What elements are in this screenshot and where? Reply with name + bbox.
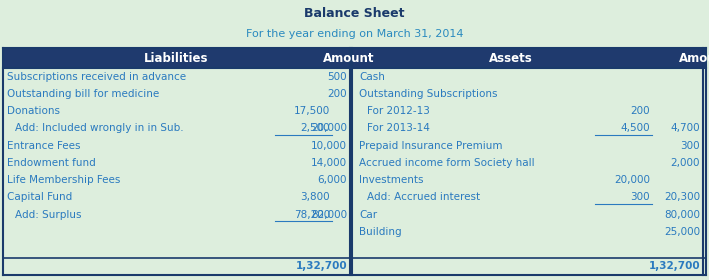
Text: Accrued income form Society hall: Accrued income form Society hall xyxy=(359,158,535,168)
Text: Entrance Fees: Entrance Fees xyxy=(7,141,81,151)
Text: Amount: Amount xyxy=(323,52,375,64)
Text: Cash: Cash xyxy=(359,72,385,82)
Text: 10,000: 10,000 xyxy=(311,141,347,151)
Text: Outstanding Subscriptions: Outstanding Subscriptions xyxy=(359,89,498,99)
Text: For 2013-14: For 2013-14 xyxy=(367,123,430,133)
Text: 20,000: 20,000 xyxy=(614,175,650,185)
Bar xyxy=(3,48,706,68)
Text: 200: 200 xyxy=(328,89,347,99)
Text: Add: Included wrongly in in Sub.: Add: Included wrongly in in Sub. xyxy=(15,123,184,133)
Text: Building: Building xyxy=(359,227,401,237)
Text: 1,32,700: 1,32,700 xyxy=(648,261,700,271)
Text: Capital Fund: Capital Fund xyxy=(7,192,72,202)
Text: 25,000: 25,000 xyxy=(664,227,700,237)
Text: 300: 300 xyxy=(630,192,650,202)
Text: Outstanding bill for medicine: Outstanding bill for medicine xyxy=(7,89,160,99)
Text: Car: Car xyxy=(359,210,377,220)
Text: 20,000: 20,000 xyxy=(311,123,347,133)
Text: 4,700: 4,700 xyxy=(671,123,700,133)
Text: 20,300: 20,300 xyxy=(664,192,700,202)
Text: Investments: Investments xyxy=(359,175,423,185)
Text: 200: 200 xyxy=(630,106,650,116)
Text: 500: 500 xyxy=(328,72,347,82)
Text: For 2012-13: For 2012-13 xyxy=(367,106,430,116)
Text: For the year ending on March 31, 2014: For the year ending on March 31, 2014 xyxy=(246,29,463,39)
Text: Prepaid Insurance Premium: Prepaid Insurance Premium xyxy=(359,141,503,151)
Text: 82,000: 82,000 xyxy=(311,210,347,220)
Text: Liabilities: Liabilities xyxy=(144,52,208,64)
Text: Assets: Assets xyxy=(489,52,532,64)
Text: Endowment fund: Endowment fund xyxy=(7,158,96,168)
Text: Add: Surplus: Add: Surplus xyxy=(15,210,82,220)
Text: Donations: Donations xyxy=(7,106,60,116)
Text: 2,500: 2,500 xyxy=(301,123,330,133)
Text: 14,000: 14,000 xyxy=(311,158,347,168)
Text: 17,500: 17,500 xyxy=(294,106,330,116)
Text: 78,200: 78,200 xyxy=(294,210,330,220)
Text: 2,000: 2,000 xyxy=(671,158,700,168)
Text: 3,800: 3,800 xyxy=(301,192,330,202)
Text: 6,000: 6,000 xyxy=(318,175,347,185)
Text: Life Membership Fees: Life Membership Fees xyxy=(7,175,121,185)
Text: 300: 300 xyxy=(681,141,700,151)
Text: Add: Accrued interest: Add: Accrued interest xyxy=(367,192,480,202)
Text: Amount: Amount xyxy=(679,52,709,64)
Text: 4,500: 4,500 xyxy=(620,123,650,133)
Text: 80,000: 80,000 xyxy=(664,210,700,220)
Text: Balance Sheet: Balance Sheet xyxy=(304,7,405,20)
Text: Subscriptions received in advance: Subscriptions received in advance xyxy=(7,72,186,82)
Text: 1,32,700: 1,32,700 xyxy=(296,261,347,271)
